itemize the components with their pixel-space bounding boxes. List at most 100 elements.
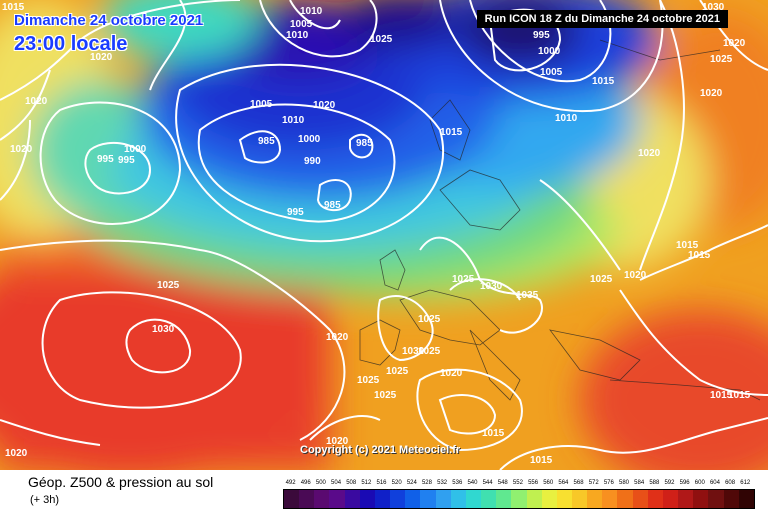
isobar-label: 1015 [440,127,463,138]
scale-tick-label: 548 [497,480,508,486]
scale-tick-label: 512 [361,480,372,486]
scale-swatch [647,490,663,508]
scale-swatch [405,490,421,508]
scale-tick-label: 572 [588,480,599,486]
scale-swatch [693,490,709,508]
isobar-label: 985 [356,138,373,149]
scale-swatch [632,490,648,508]
isobar-label: 1025 [710,54,733,65]
scale-tick-label: 556 [528,480,539,486]
legend-title: Géop. Z500 & pression au sol [28,474,214,490]
scale-swatch [526,490,542,508]
scale-swatch [465,490,482,508]
isobar-label: 1025 [370,34,393,45]
scale-swatch [435,490,451,508]
color-scale-bar [283,489,755,509]
scale-swatch [662,490,679,508]
isobar-label: 995 [118,155,135,166]
isobar-label: 1025 [374,390,397,401]
isobar-label: 1015 [728,390,751,401]
isobar-label: 1015 [592,76,615,87]
color-scale-ticks: 492 496 500 504 508 512 516 520 524 528 532 536 540 5… [283,479,753,489]
isobar-label: 1025 [452,274,475,285]
scale-swatch [678,490,694,508]
map-canvas: 1015 1010 1005 1010 1025 995 1000 1020 1… [0,0,768,470]
scale-tick-label: 612 [740,480,751,486]
scale-tick-label: 532 [437,480,448,486]
scale-swatch [556,490,572,508]
isobar-label: 1020 [326,332,349,343]
isobar-label: 1025 [590,274,613,285]
isobar-label: 1005 [290,19,313,30]
isobar-label: 995 [533,30,550,41]
isobar-label: 1015 [2,2,25,13]
isobar-label: 1000 [298,134,321,145]
scale-tick-label: 592 [664,480,675,486]
scale-swatch [571,490,588,508]
scale-swatch [344,490,360,508]
isobar-label: 1005 [540,67,563,78]
scale-swatch [481,490,497,508]
scale-tick-label: 584 [634,480,645,486]
scale-swatch [314,490,330,508]
copyright-text: Copyright (c) 2021 Meteociel.fr [300,444,461,456]
isobar-label: 1030 [702,2,725,13]
scale-swatch [496,490,512,508]
scale-tick-label: 560 [543,480,554,486]
isobar-label: 1020 [10,144,33,155]
scale-tick-label: 580 [619,480,630,486]
scale-swatch [420,490,436,508]
isobar-label: 1010 [300,6,323,17]
isobar-label: 1020 [5,448,28,459]
scale-swatch [450,490,466,508]
isobar-label: 1015 [482,428,505,439]
isobar-label: 1015 [676,240,699,251]
scale-swatch [299,490,315,508]
run-info-label: Run ICON 18 Z du Dimanche 24 octobre 202… [476,10,728,28]
scale-swatch [511,490,527,508]
scale-tick-label: 588 [649,480,660,486]
isobar-label: 1035 [516,290,539,301]
isobar-label: 995 [97,154,114,165]
isobar-label: 1020 [723,38,746,49]
weather-map: 1015 1010 1005 1010 1025 995 1000 1020 1… [0,0,768,470]
scale-swatch [359,490,375,508]
time-label: 23:00 locale [14,33,128,55]
isobar-label: 1005 [250,99,273,110]
isobar-label: 1020 [440,368,463,379]
isobar-label: 1020 [90,52,113,63]
isobars [0,0,768,470]
isobar-label: 1010 [286,30,309,41]
scale-tick-label: 500 [315,480,326,486]
scale-tick-label: 496 [300,480,311,486]
isobar-label: 1020 [25,96,48,107]
isobar-label: 990 [304,156,321,167]
geopotential-field [0,0,768,470]
scale-swatch [541,490,557,508]
isobar-label: 995 [287,207,304,218]
scale-swatch [602,490,618,508]
scale-tick-label: 608 [725,480,736,486]
isobar-label: 1030 [402,346,425,357]
isobar-label: 1015 [710,390,733,401]
scale-swatch [617,490,633,508]
scale-tick-label: 544 [482,480,493,486]
isobar-label: 1020 [624,270,647,281]
isobar-label: 1000 [124,144,147,155]
scale-swatch [738,490,754,508]
scale-swatch [374,490,391,508]
isobar-label: 1010 [282,115,305,126]
isobar-label: 1015 [688,250,711,261]
isobar-label: 1025 [418,346,441,357]
scale-tick-label: 604 [709,480,720,486]
isobar-label: 985 [258,136,275,147]
scale-tick-label: 492 [285,480,296,486]
scale-tick-label: 552 [512,480,523,486]
isobar-labels: 1015 1010 1005 1010 1025 995 1000 1020 1… [2,2,751,466]
scale-tick-label: 536 [452,480,463,486]
scale-swatch [284,490,300,508]
isobar-label: 1000 [538,46,561,57]
isobar-label: 1020 [638,148,661,159]
legend-subtitle: (+ 3h) [30,494,60,506]
isobar-label: 1030 [152,324,175,335]
